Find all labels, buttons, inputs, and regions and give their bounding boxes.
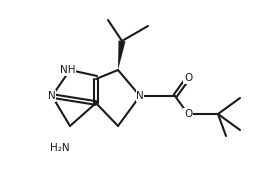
- Text: H₂N: H₂N: [50, 143, 70, 153]
- Text: N: N: [48, 91, 56, 101]
- Text: O: O: [184, 109, 192, 119]
- Text: O: O: [184, 73, 192, 83]
- Polygon shape: [118, 41, 125, 70]
- Text: N: N: [136, 91, 144, 101]
- Text: NH: NH: [60, 65, 76, 75]
